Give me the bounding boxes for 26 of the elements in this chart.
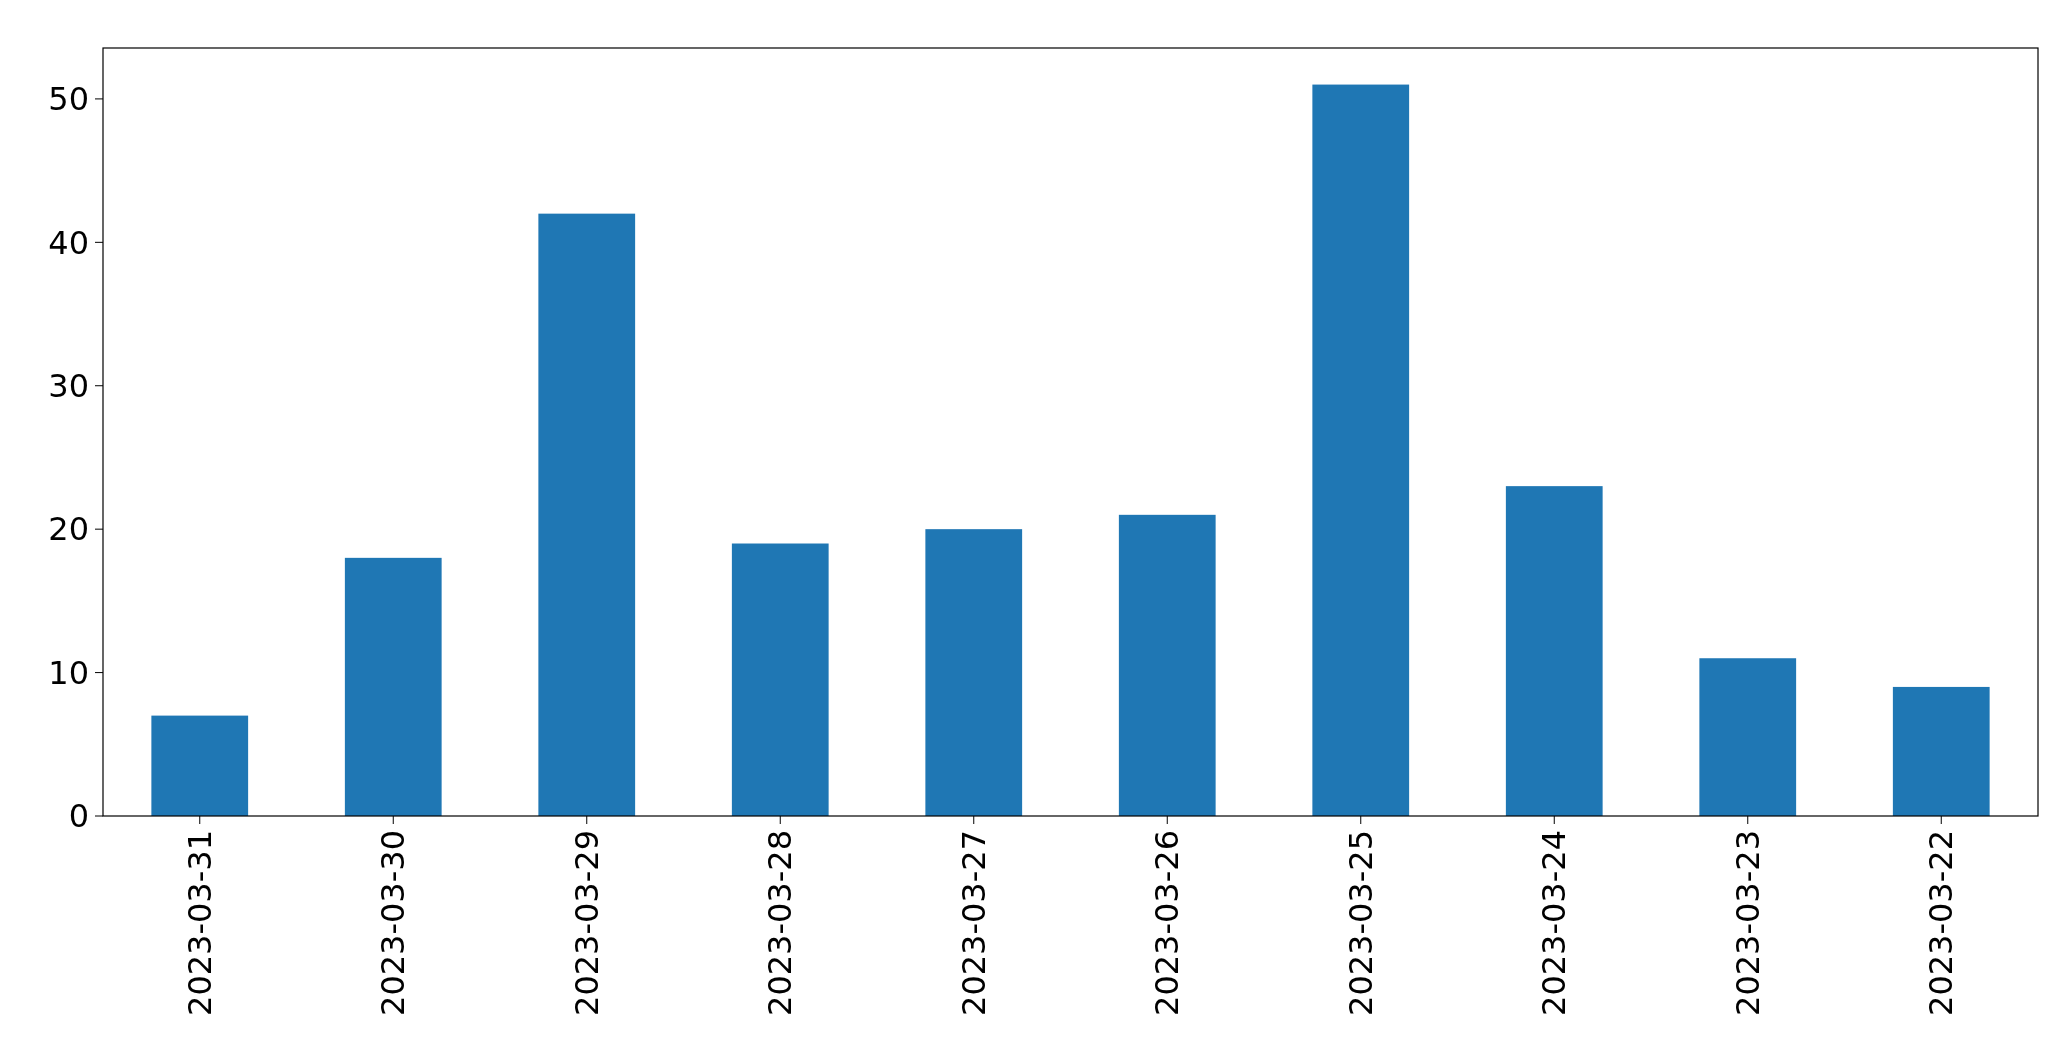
y-tick-label: 10 — [48, 653, 89, 692]
x-tick-label: 2023-03-30 — [374, 830, 413, 1016]
x-tick-label: 2023-03-31 — [180, 830, 219, 1016]
bar — [1892, 686, 1990, 816]
bar — [344, 557, 442, 816]
bar — [151, 715, 249, 816]
y-tick-label: 50 — [48, 80, 89, 119]
bar — [925, 529, 1023, 816]
y-tick-label: 20 — [48, 510, 89, 549]
x-tick-label: 2023-03-25 — [1341, 830, 1380, 1016]
bar — [1699, 658, 1797, 816]
x-tick-label: 2023-03-23 — [1728, 830, 1767, 1016]
x-tick-label: 2023-03-27 — [954, 830, 993, 1016]
bar — [731, 543, 829, 816]
y-tick-label: 0 — [68, 797, 89, 836]
x-tick-label: 2023-03-29 — [567, 830, 606, 1016]
x-tick-label: 2023-03-28 — [761, 830, 800, 1016]
bar — [538, 213, 636, 816]
y-tick-label: 40 — [48, 223, 89, 262]
x-tick-label: 2023-03-26 — [1148, 830, 1187, 1016]
x-tick-label: 2023-03-22 — [1922, 830, 1961, 1016]
bar — [1312, 84, 1410, 816]
bar — [1505, 486, 1603, 816]
y-tick-label: 30 — [48, 366, 89, 405]
bar — [1118, 514, 1216, 816]
x-tick-label: 2023-03-24 — [1535, 830, 1574, 1016]
